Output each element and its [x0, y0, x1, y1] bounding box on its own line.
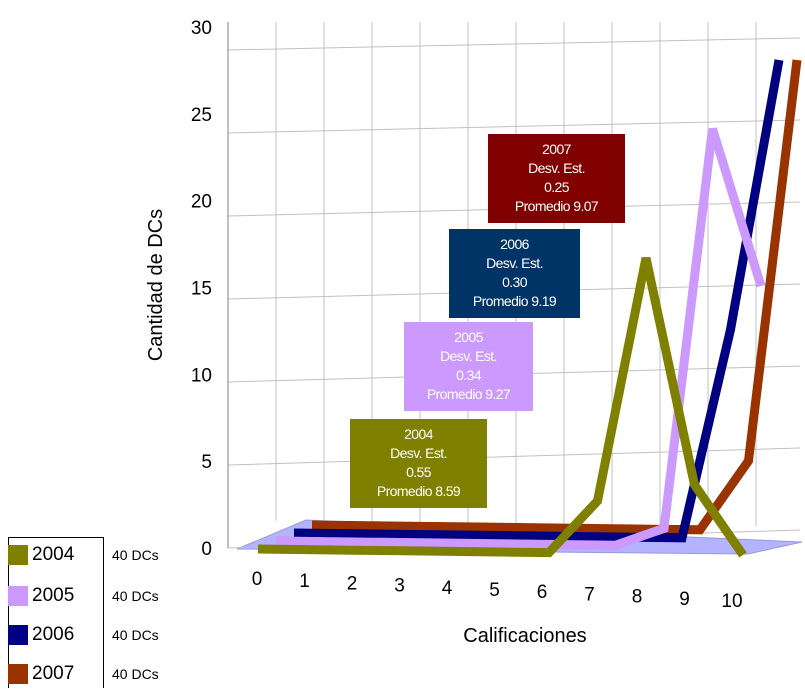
- y-tick-label: 20: [191, 192, 212, 213]
- legend-item-2004: 2004 40 DCs: [8, 540, 159, 570]
- legend-swatch-2004: [8, 545, 28, 565]
- x-tick-labels: 0 1 2 3 4 5 6 7 8 9 10: [252, 569, 743, 612]
- y-tick-label: 15: [191, 279, 212, 300]
- legend-item-2007: 2007 40 DCs: [8, 659, 159, 689]
- legend-swatch-2007: [8, 664, 28, 684]
- legend-swatch-2006: [8, 625, 28, 645]
- y-axis-title: Cantidad de DCs: [145, 209, 167, 361]
- annotation-text: Promedio 9.07: [515, 198, 599, 214]
- legend-swatch-2005: [8, 586, 28, 606]
- legend-item-2005: 2005 40 DCs: [8, 581, 159, 611]
- x-tick-label: 2: [347, 573, 358, 594]
- x-tick-label: 4: [442, 578, 453, 599]
- annotation-text: Desv. Est.: [440, 348, 497, 364]
- annotation-text: Promedio 9.19: [473, 293, 557, 309]
- y-tick-labels: 0 5 10 15 20 25 30: [191, 18, 212, 560]
- grid-line-horizontal: [228, 38, 800, 50]
- annotation-text: 0.55: [406, 464, 432, 480]
- annotation-text: Promedio 9.27: [427, 386, 511, 402]
- x-tick-label: 0: [252, 569, 263, 590]
- x-tick-label: 10: [721, 591, 742, 612]
- x-tick-label: 6: [537, 582, 548, 603]
- legend-label: 2007: [32, 663, 112, 685]
- grid-line-horizontal: [228, 448, 800, 465]
- annotation-2005: 2005 Desv. Est. 0.34 Promedio 9.27: [404, 322, 533, 411]
- x-axis-title: Calificaciones: [463, 625, 586, 647]
- annotation-text: Promedio 8.59: [377, 483, 461, 499]
- annotation-2004: 2004 Desv. Est. 0.55 Promedio 8.59: [350, 419, 487, 508]
- annotations: 2004 Desv. Est. 0.55 Promedio 8.59 2005 Desv.…: [350, 134, 625, 508]
- x-tick-label: 1: [299, 571, 310, 592]
- legend-label: 2005: [32, 585, 112, 607]
- x-tick-label: 9: [679, 589, 690, 610]
- legend-count: 40 DCs: [112, 547, 159, 563]
- legend-count: 40 DCs: [112, 588, 159, 604]
- y-tick-label: 0: [201, 539, 212, 560]
- legend-item-2006: 2006 40 DCs: [8, 620, 159, 650]
- annotation-text: 0.30: [502, 274, 528, 290]
- annotation-2007: 2007 Desv. Est. 0.25 Promedio 9.07: [488, 134, 625, 223]
- legend-count: 40 DCs: [112, 666, 159, 682]
- annotation-text: 0.34: [456, 367, 482, 383]
- annotation-text: 2007: [542, 141, 572, 157]
- y-tick-label: 10: [191, 365, 212, 386]
- x-tick-label: 7: [584, 584, 595, 605]
- annotation-text: 0.25: [544, 179, 570, 195]
- annotation-text: 2005: [454, 329, 484, 345]
- legend-label: 2004: [32, 544, 112, 566]
- y-tick-label: 25: [191, 105, 212, 126]
- annotation-text: Desv. Est.: [486, 255, 543, 271]
- legend-label: 2006: [32, 624, 112, 646]
- annotation-text: Desv. Est.: [528, 160, 585, 176]
- x-tick-label: 8: [632, 587, 643, 608]
- x-tick-label: 3: [394, 576, 405, 597]
- annotation-text: Desv. Est.: [390, 445, 447, 461]
- annotation-text: 2004: [404, 426, 434, 442]
- annotation-2006: 2006 Desv. Est. 0.30 Promedio 9.19: [449, 229, 580, 318]
- legend-count: 40 DCs: [112, 627, 159, 643]
- y-tick-label: 30: [191, 18, 212, 39]
- x-tick-label: 5: [489, 580, 500, 601]
- legend-border: [8, 537, 104, 538]
- y-tick-label: 5: [201, 452, 212, 473]
- annotation-text: 2006: [500, 236, 530, 252]
